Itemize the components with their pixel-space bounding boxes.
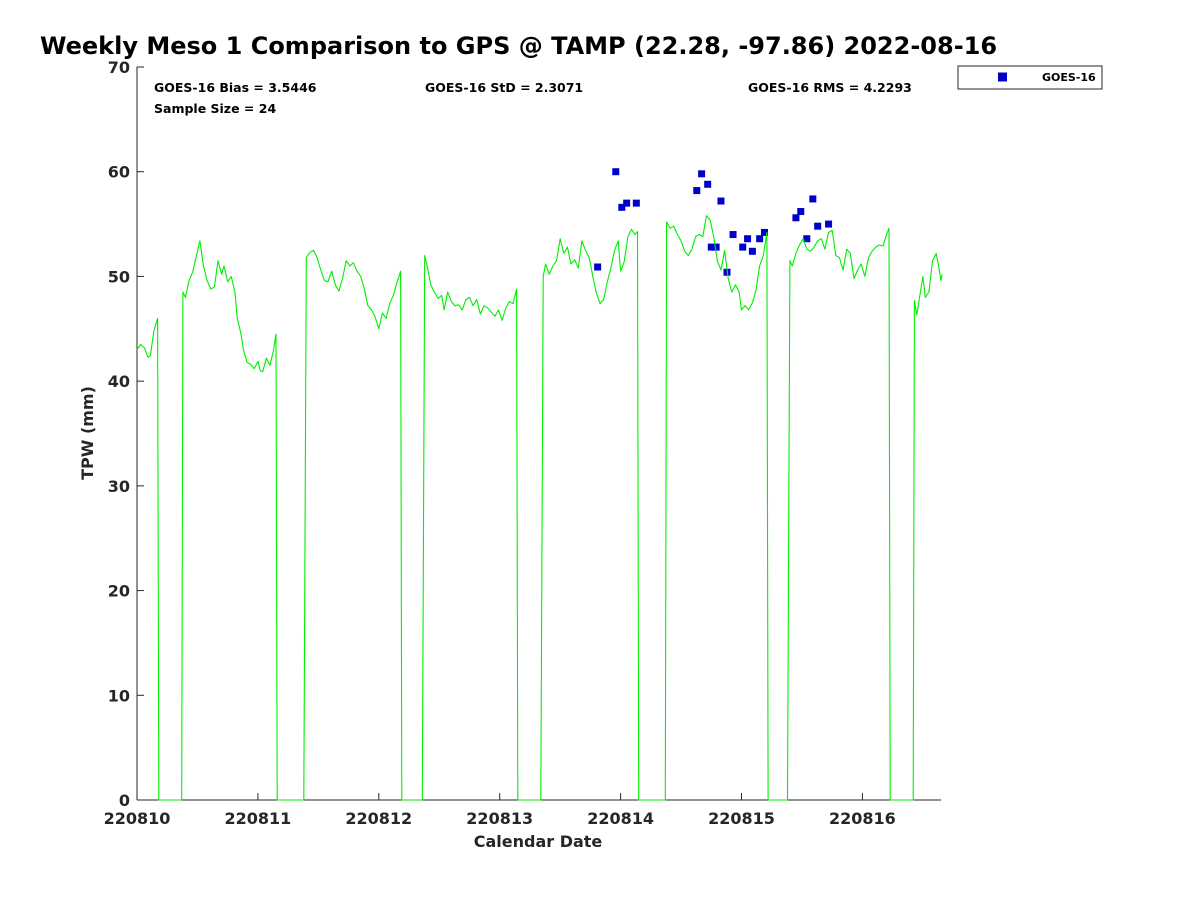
goes16-point [729, 231, 737, 239]
y-tick-label: 60 [108, 163, 130, 182]
goes16-point [803, 235, 811, 243]
x-tick-label: 220810 [104, 809, 171, 828]
goes16-point [748, 247, 756, 255]
chart-title: Weekly Meso 1 Comparison to GPS @ TAMP (… [40, 32, 997, 60]
y-tick-label: 40 [108, 372, 130, 391]
bias-stat: GOES-16 Bias = 3.5446 [154, 80, 317, 95]
goes16-point [760, 228, 768, 236]
goes16-point [809, 195, 817, 203]
x-axis-label: Calendar Date [474, 832, 603, 851]
goes16-point [623, 199, 631, 207]
x-tick-label: 220815 [708, 809, 775, 828]
x-tick-label: 220812 [345, 809, 412, 828]
legend-label: GOES-16 [1042, 71, 1096, 84]
y-axis-ticks: 0 10 20 30 40 50 60 70 [108, 58, 144, 810]
y-tick-label: 20 [108, 582, 130, 601]
y-tick-label: 30 [108, 477, 130, 496]
goes16-point [698, 170, 706, 178]
gps-tpw-line [136, 215, 943, 801]
goes16-point [825, 220, 833, 228]
goes16-point [739, 243, 747, 251]
x-tick-label: 220813 [466, 809, 533, 828]
goes16-point [632, 199, 640, 207]
goes16-point [814, 222, 822, 230]
goes16-point [792, 214, 800, 222]
goes16-point [712, 243, 720, 251]
goes16-point [594, 263, 602, 271]
plot-area [136, 67, 943, 801]
goes16-point [744, 235, 752, 243]
goes16-point [717, 197, 725, 205]
y-tick-label: 10 [108, 686, 130, 705]
sample-size-stat: Sample Size = 24 [154, 101, 276, 116]
legend: GOES-16 [957, 65, 1103, 90]
x-axis-ticks: 220810 220811 220812 220813 220814 220815 2208… [104, 793, 896, 828]
x-tick-label: 220811 [225, 809, 292, 828]
y-tick-label: 70 [108, 58, 130, 77]
goes16-point [693, 187, 701, 195]
y-tick-label: 0 [119, 791, 130, 810]
goes16-points [594, 168, 833, 276]
legend-marker [998, 72, 1007, 82]
legend-box [957, 65, 1103, 90]
goes16-point [707, 243, 715, 251]
y-tick-label: 50 [108, 267, 130, 286]
goes16-point [612, 168, 620, 176]
goes16-point [618, 203, 626, 211]
goes16-point [756, 235, 764, 243]
goes16-point [704, 180, 712, 188]
goes16-point [797, 208, 805, 216]
x-tick-label: 220814 [587, 809, 654, 828]
x-tick-label: 220816 [829, 809, 896, 828]
y-axis-label: TPW (mm) [78, 386, 97, 480]
rms-stat: GOES-16 RMS = 4.2293 [748, 80, 912, 95]
std-stat: GOES-16 StD = 2.3071 [425, 80, 583, 95]
